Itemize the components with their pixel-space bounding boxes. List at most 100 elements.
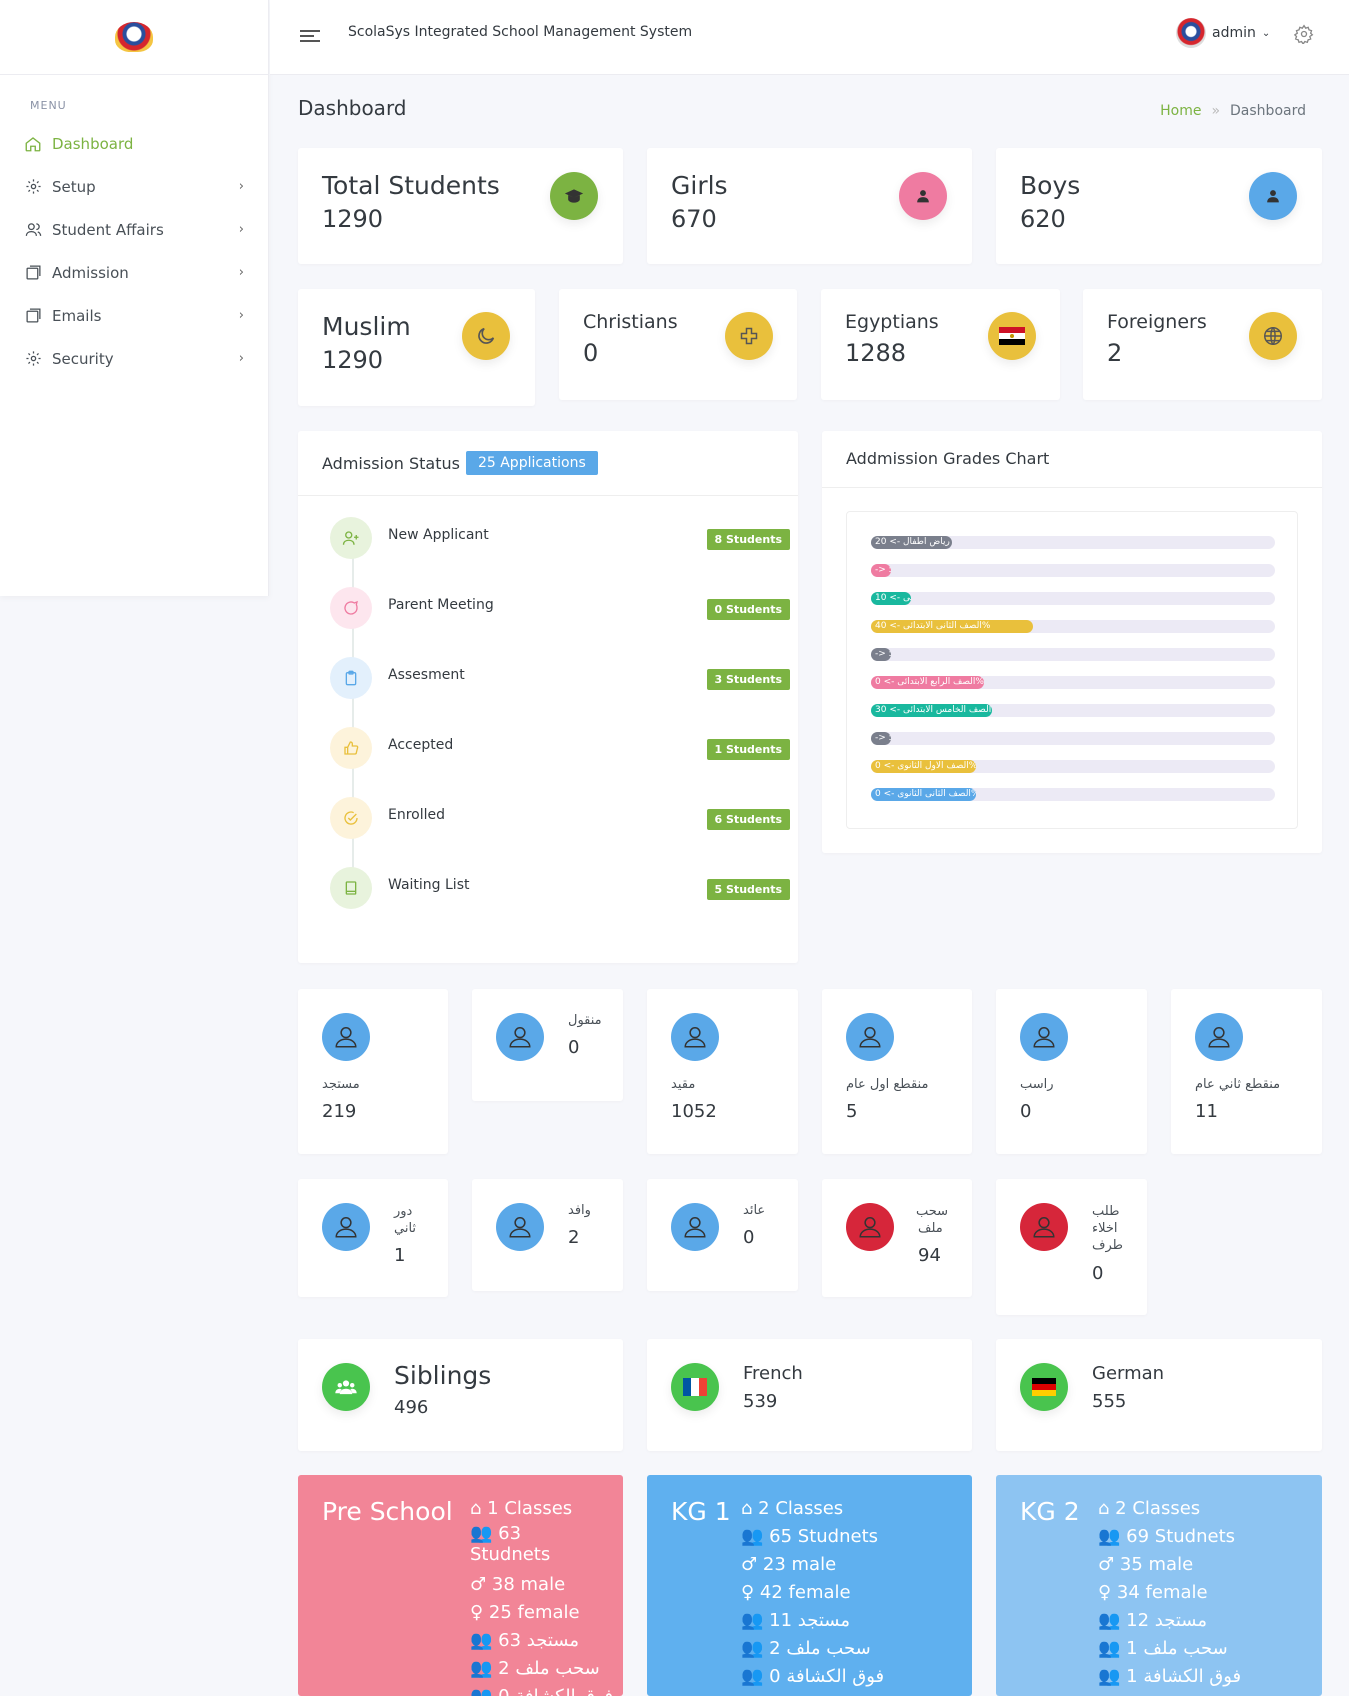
gear-icon [24, 350, 42, 368]
group-icon: 👥 [470, 1658, 493, 1679]
sidebar-item-emails[interactable]: Emails › [0, 294, 268, 337]
students-item: 👥 63 Studnets [470, 1523, 570, 1571]
breadcrumb-home-link[interactable]: Home [1160, 103, 1202, 119]
group-icon: 👥 [741, 1610, 764, 1631]
total-students-card: Total Students 1290 [298, 148, 623, 264]
grade-bar: الصف الخامس الابتدائى -> 30% [871, 704, 993, 717]
chevron-right-icon: › [238, 222, 244, 237]
students-count: 69 Studnets [1126, 1526, 1236, 1547]
globe-icon [1249, 312, 1297, 360]
status-card-clearance-request: طلب اخلاء طرف 0 [996, 1179, 1147, 1315]
level-card-kg1[interactable]: KG 1 ⌂ 2 Classes 👥 65 Studnets ♂ 23 male… [647, 1475, 972, 1696]
students-count: 65 Studnets [769, 1526, 879, 1547]
admission-step-new-applicant[interactable]: New Applicant 8 Students [330, 517, 790, 563]
male-icon: ♂ [470, 1574, 487, 1595]
classes-item: ⌂ 2 Classes [1098, 1495, 1241, 1523]
level-card-pre-school[interactable]: Pre School ⌂ 1 Classes 👥 63 Studnets ♂ 3… [298, 1475, 623, 1696]
stat-value: 0 [583, 339, 599, 367]
level-name: Pre School [322, 1497, 453, 1526]
status-value: 0 [568, 1037, 580, 1058]
group-icon: 👥 [741, 1638, 764, 1659]
stat-value: 620 [1020, 205, 1066, 233]
users-icon [24, 221, 42, 239]
status-label: طلب اخلاء طرف [1092, 1204, 1123, 1253]
extra-title: Siblings [394, 1361, 492, 1390]
step-count-badge: 1 Students [706, 739, 790, 760]
extra-value: 555 [1092, 1391, 1127, 1412]
window-icon [24, 264, 42, 282]
siblings-card: Siblings 496 [298, 1339, 623, 1451]
page-title: Dashboard [298, 96, 407, 120]
step-label: Enrolled [388, 807, 446, 823]
avatar [1176, 18, 1206, 48]
sidebar-item-setup[interactable]: Setup › [0, 165, 268, 208]
classes-count: 1 Classes [487, 1498, 573, 1519]
stat-title: Egyptians [845, 311, 939, 333]
admission-step-enrolled[interactable]: Enrolled 6 Students [330, 797, 790, 843]
cross-icon [725, 312, 773, 360]
new-item: 👥 12 مستجد [1098, 1607, 1241, 1635]
breadcrumb-separator-icon: » [1211, 103, 1221, 119]
grade-bar: -> 5 [871, 648, 892, 661]
grade-bar-track: الأول رياض اطفال -> 20% [871, 536, 1275, 549]
stat-title: Girls [671, 171, 728, 200]
grade-bar: الصف الثانى الابتدائى -> 40% [871, 620, 1033, 633]
status-card-returning: عائد 0 [647, 1179, 798, 1291]
admission-step-assesment[interactable]: Assesment 3 Students [330, 657, 790, 703]
group-icon: 👥 [741, 1666, 764, 1687]
status-value: 2 [568, 1227, 580, 1248]
sidebar-item-admission[interactable]: Admission › [0, 251, 268, 294]
user-outline-icon [496, 1203, 544, 1251]
home-icon [24, 135, 42, 153]
stat-value: 2 [1107, 339, 1123, 367]
menu-title: MENU [30, 99, 67, 112]
students-count: 63 Studnets [470, 1523, 551, 1565]
sidebar-item-student-affairs[interactable]: Student Affairs › [0, 208, 268, 251]
scouts-count: 0 فوق الكشافة [498, 1686, 613, 1696]
stat-title: Foreigners [1107, 311, 1207, 333]
female-count: 25 female [488, 1602, 580, 1623]
group-icon: 👥 [470, 1630, 493, 1651]
stat-value: 1290 [322, 346, 384, 374]
step-label: Accepted [388, 737, 454, 753]
christians-card: Christians 0 [559, 289, 797, 400]
step-count-badge: 8 Students [706, 529, 790, 550]
scouts-count: 0 فوق الكشافة [769, 1666, 885, 1687]
sidebar-item-dashboard[interactable]: Dashboard [0, 122, 268, 165]
gear-icon [24, 178, 42, 196]
settings-gear-icon[interactable] [1294, 24, 1316, 46]
status-card-expat: وافد 2 [472, 1179, 623, 1291]
sidebar-item-label: Admission [52, 263, 129, 282]
hamburger-menu-icon[interactable] [300, 30, 320, 46]
sidebar-item-security[interactable]: Security › [0, 337, 268, 380]
applications-badge: 25 Applications [465, 451, 598, 475]
admission-step-waiting-list[interactable]: Waiting List 5 Students [330, 867, 790, 913]
step-count-badge: 0 Students [706, 599, 790, 620]
sidebar-item-label: Emails [52, 306, 102, 325]
withdraw-count: 2 سحب ملف [498, 1658, 600, 1679]
user-outline-icon [322, 1013, 370, 1061]
divider [298, 495, 798, 496]
logo[interactable] [0, 0, 268, 75]
extra-title: German [1092, 1363, 1165, 1384]
admission-status-card: Admission Status 25 Applications New App… [298, 431, 798, 963]
book-icon [330, 867, 372, 909]
admission-step-parent-meeting[interactable]: Parent Meeting 0 Students [330, 587, 790, 633]
status-value: 1052 [671, 1101, 717, 1122]
admission-step-accepted[interactable]: Accepted 1 Students [330, 727, 790, 773]
status-label: دور ثاني [394, 1204, 417, 1236]
male-icon: ♂ [1098, 1554, 1115, 1575]
german-card: German 555 [996, 1339, 1322, 1451]
grade-bar: -> 5 [871, 732, 892, 745]
sidebar-item-label: Student Affairs [52, 220, 164, 239]
user-dropdown[interactable]: admin ⌄ [1176, 18, 1270, 48]
female-count: 42 female [759, 1582, 851, 1603]
grade-bar-track: الصف الثانى الثانوى -> 0% [871, 788, 1275, 801]
topbar: ScolaSys Integrated School Management Sy… [270, 0, 1349, 75]
status-value: 11 [1195, 1101, 1218, 1122]
school-logo-icon [115, 22, 153, 52]
grade-bar: الأول رياض اطفال -> 20% [871, 536, 952, 549]
level-card-kg2[interactable]: KG 2 ⌂ 2 Classes 👥 69 Studnets ♂ 35 male… [996, 1475, 1322, 1696]
grade-bar: -> 5 [871, 564, 892, 577]
group-icon: 👥 [470, 1523, 493, 1544]
